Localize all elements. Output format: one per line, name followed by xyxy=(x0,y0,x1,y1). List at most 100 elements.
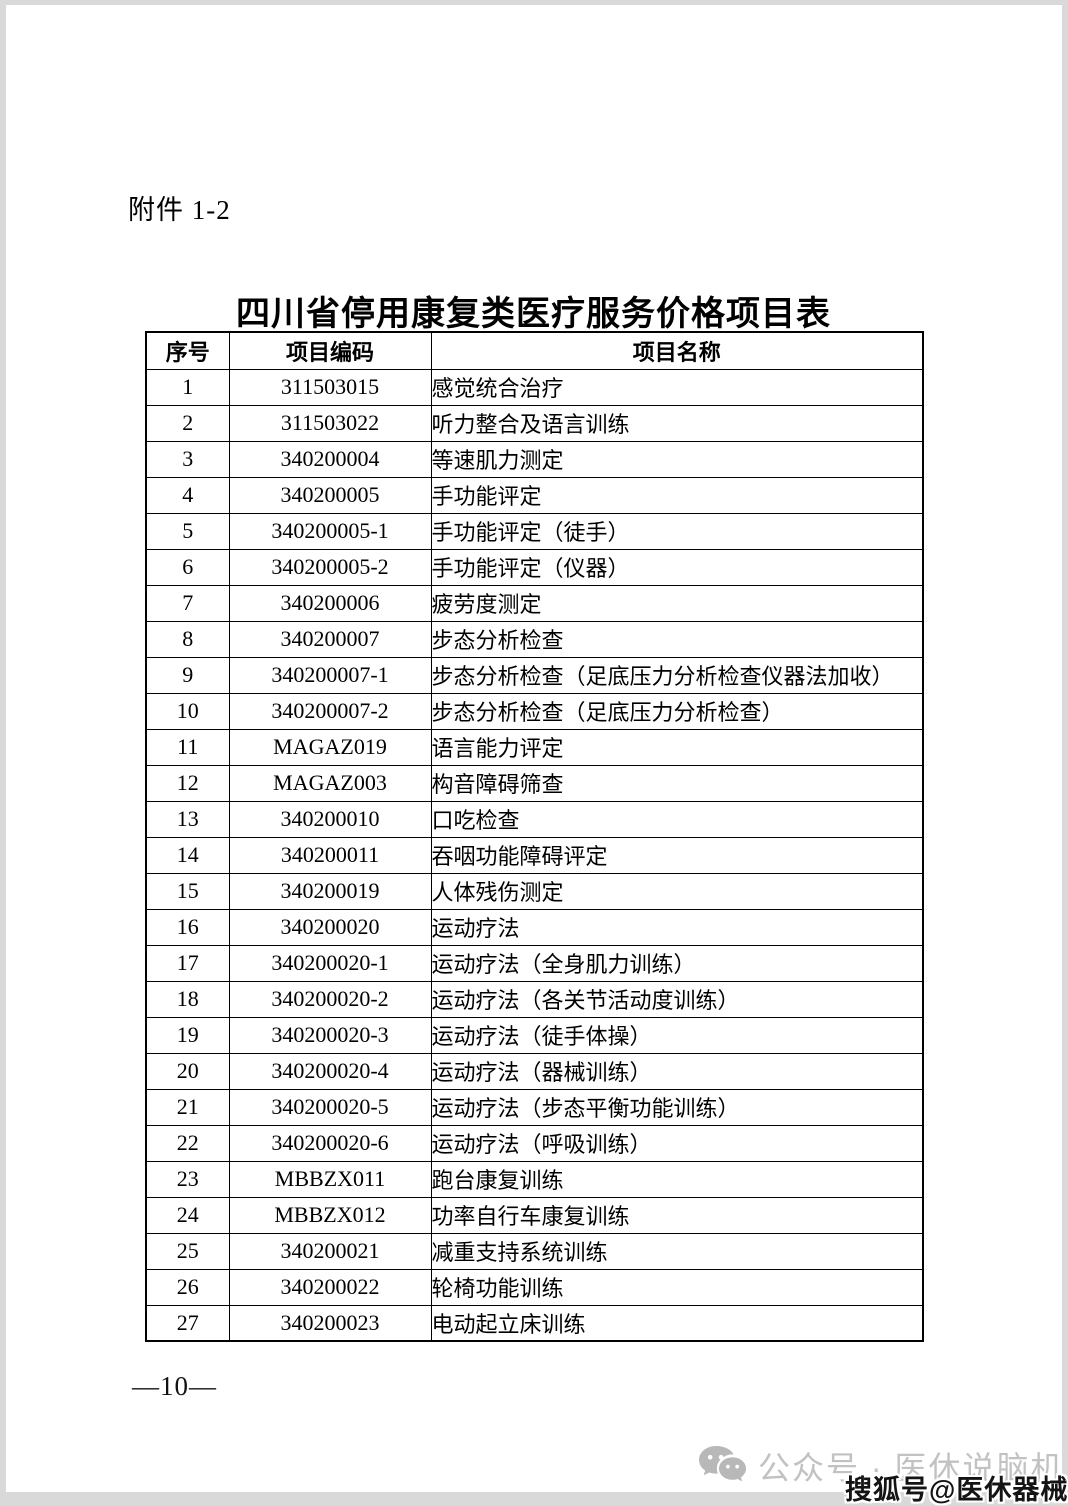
row-code-cell: 340200020-6 xyxy=(228,1124,432,1162)
header-name: 项目名称 xyxy=(430,331,924,370)
row-code-cell: 340200020-3 xyxy=(228,1016,432,1054)
row-index-cell: 9 xyxy=(145,656,230,694)
table-row: 11 MAGAZ019 语言能力评定 xyxy=(145,728,924,766)
row-name-cell: 步态分析检查（足底压力分析检查仪器法加收） xyxy=(430,656,924,694)
row-name-cell: 吞咽功能障碍评定 xyxy=(430,836,924,874)
table-row: 23 MBBZX011 跑台康复训练 xyxy=(145,1160,924,1198)
table-row: 22 340200020-6 运动疗法（呼吸训练） xyxy=(145,1124,924,1162)
table-row: 17 340200020-1 运动疗法（全身肌力训练） xyxy=(145,944,924,982)
row-index-cell: 17 xyxy=(145,944,230,982)
row-index-cell: 4 xyxy=(145,476,230,514)
row-index-cell: 22 xyxy=(145,1124,230,1162)
row-code-cell: MBBZX011 xyxy=(228,1160,432,1198)
row-name-cell: 构音障碍筛查 xyxy=(430,764,924,802)
row-name-cell: 疲劳度测定 xyxy=(430,584,924,622)
row-name-cell: 跑台康复训练 xyxy=(430,1160,924,1198)
table-row: 6 340200005-2 手功能评定（仪器） xyxy=(145,548,924,586)
row-name-cell: 手功能评定（仪器） xyxy=(430,548,924,586)
row-name-cell: 手功能评定（徒手） xyxy=(430,512,924,550)
row-index-cell: 26 xyxy=(145,1268,230,1306)
row-index-cell: 6 xyxy=(145,548,230,586)
table-row: 16 340200020 运动疗法 xyxy=(145,908,924,946)
row-index-cell: 21 xyxy=(145,1088,230,1126)
row-index-cell: 2 xyxy=(145,404,230,442)
header-code: 项目编码 xyxy=(228,331,432,370)
table-row: 4 340200005 手功能评定 xyxy=(145,476,924,514)
row-index-cell: 19 xyxy=(145,1016,230,1054)
row-index-cell: 1 xyxy=(145,368,230,406)
row-code-cell: 340200004 xyxy=(228,440,432,478)
row-code-cell: MAGAZ019 xyxy=(228,728,432,766)
row-code-cell: 340200020-4 xyxy=(228,1052,432,1090)
row-index-cell: 20 xyxy=(145,1052,230,1090)
row-code-cell: 311503022 xyxy=(228,404,432,442)
table-row: 7 340200006 疲劳度测定 xyxy=(145,584,924,622)
row-name-cell: 运动疗法（呼吸训练） xyxy=(430,1124,924,1162)
row-code-cell: 340200020-1 xyxy=(228,944,432,982)
row-code-cell: 340200005-2 xyxy=(228,548,432,586)
row-index-cell: 24 xyxy=(145,1196,230,1234)
row-name-cell: 步态分析检查 xyxy=(430,620,924,658)
row-name-cell: 运动疗法（器械训练） xyxy=(430,1052,924,1090)
row-index-cell: 11 xyxy=(145,728,230,766)
row-index-cell: 15 xyxy=(145,872,230,910)
row-code-cell: 311503015 xyxy=(228,368,432,406)
table-header: 序号 项目编码 项目名称 xyxy=(145,331,924,370)
row-name-cell: 步态分析检查（足底压力分析检查） xyxy=(430,692,924,730)
table-row: 10 340200007-2 步态分析检查（足底压力分析检查） xyxy=(145,692,924,730)
row-code-cell: MAGAZ003 xyxy=(228,764,432,802)
row-index-cell: 7 xyxy=(145,584,230,622)
table-row: 14 340200011 吞咽功能障碍评定 xyxy=(145,836,924,874)
row-name-cell: 等速肌力测定 xyxy=(430,440,924,478)
row-index-cell: 16 xyxy=(145,908,230,946)
row-name-cell: 语言能力评定 xyxy=(430,728,924,766)
row-name-cell: 运动疗法（各关节活动度训练） xyxy=(430,980,924,1018)
header-index: 序号 xyxy=(145,331,230,370)
row-code-cell: 340200005-1 xyxy=(228,512,432,550)
page-title: 四川省停用康复类医疗服务价格项目表 xyxy=(236,296,831,333)
row-name-cell: 运动疗法（步态平衡功能训练） xyxy=(430,1088,924,1126)
table-row: 15 340200019 人体残伤测定 xyxy=(145,872,924,910)
row-code-cell: 340200007 xyxy=(228,620,432,658)
row-name-cell: 听力整合及语言训练 xyxy=(430,404,924,442)
row-index-cell: 3 xyxy=(145,440,230,478)
row-name-cell: 感觉统合治疗 xyxy=(430,368,924,406)
table-row: 2 311503022 听力整合及语言训练 xyxy=(145,404,924,442)
attachment-label: 附件 1-2 xyxy=(128,195,231,225)
table-row: 25 340200021 减重支持系统训练 xyxy=(145,1232,924,1270)
row-index-cell: 8 xyxy=(145,620,230,658)
row-code-cell: 340200020 xyxy=(228,908,432,946)
row-code-cell: 340200007-2 xyxy=(228,692,432,730)
price-items-table: 序号 项目编码 项目名称 1 311503015 感觉统合治疗 2 311503022 听… xyxy=(145,331,924,1342)
row-index-cell: 10 xyxy=(145,692,230,730)
row-name-cell: 手功能评定 xyxy=(430,476,924,514)
table-row: 27 340200023 电动起立床训练 xyxy=(145,1304,924,1342)
table-row: 18 340200020-2 运动疗法（各关节活动度训练） xyxy=(145,980,924,1018)
table-row: 26 340200022 轮椅功能训练 xyxy=(145,1268,924,1306)
row-name-cell: 减重支持系统训练 xyxy=(430,1232,924,1270)
row-index-cell: 14 xyxy=(145,836,230,874)
row-index-cell: 13 xyxy=(145,800,230,838)
row-name-cell: 人体残伤测定 xyxy=(430,872,924,910)
page-number: —10— xyxy=(132,1371,217,1401)
table-row: 12 MAGAZ003 构音障碍筛查 xyxy=(145,764,924,802)
row-name-cell: 口吃检查 xyxy=(430,800,924,838)
table-row: 19 340200020-3 运动疗法（徒手体操） xyxy=(145,1016,924,1054)
row-code-cell: 340200011 xyxy=(228,836,432,874)
row-name-cell: 轮椅功能训练 xyxy=(430,1268,924,1306)
row-code-cell: 340200020-5 xyxy=(228,1088,432,1126)
row-name-cell: 运动疗法（徒手体操） xyxy=(430,1016,924,1054)
row-code-cell: 340200019 xyxy=(228,872,432,910)
row-index-cell: 27 xyxy=(145,1304,230,1342)
row-code-cell: 340200007-1 xyxy=(228,656,432,694)
row-code-cell: 340200005 xyxy=(228,476,432,514)
row-index-cell: 23 xyxy=(145,1160,230,1198)
table-row: 5 340200005-1 手功能评定（徒手） xyxy=(145,512,924,550)
table-header-row: 序号 项目编码 项目名称 xyxy=(145,331,924,370)
table-row: 9 340200007-1 步态分析检查（足底压力分析检查仪器法加收） xyxy=(145,656,924,694)
row-name-cell: 功率自行车康复训练 xyxy=(430,1196,924,1234)
table-row: 1 311503015 感觉统合治疗 xyxy=(145,368,924,406)
row-name-cell: 电动起立床训练 xyxy=(430,1304,924,1342)
row-code-cell: 340200020-2 xyxy=(228,980,432,1018)
